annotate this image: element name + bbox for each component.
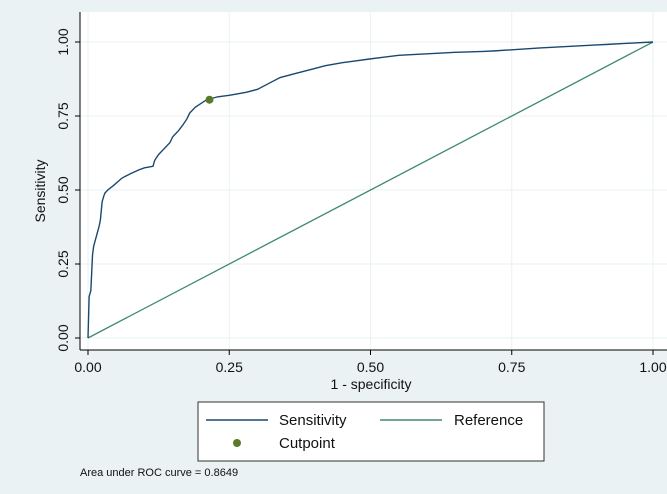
y-tick-label-3: 0.75 <box>55 102 71 129</box>
y-tick-label-4: 1.00 <box>55 28 71 55</box>
y-tick-label-2: 0.50 <box>55 176 71 203</box>
x-tick-label-1: 0.25 <box>216 359 243 375</box>
grid-lines <box>80 12 667 350</box>
legend-swatch-cutpoint <box>233 439 241 447</box>
cutpoint-marker-0 <box>205 95 214 104</box>
legend: Sensitivity Reference Cutpoint <box>197 401 545 462</box>
axes <box>75 12 667 355</box>
x-tick-label-3: 0.75 <box>498 359 525 375</box>
series-line-reference <box>87 41 654 339</box>
x-tick-label-2: 0.50 <box>357 359 384 375</box>
y-tick-label-1: 0.25 <box>55 250 71 277</box>
x-tick-label-0: 0.00 <box>74 359 101 375</box>
tick-labels: 0.00 0.25 0.50 0.75 1.00 0.00 0.25 0.50 0.75 1.00 <box>55 28 667 375</box>
series-line-sensitivity <box>87 41 654 339</box>
legend-label-cutpoint: Cutpoint <box>279 435 336 452</box>
y-tick-label-0: 0.00 <box>55 324 71 351</box>
x-tick-label-4: 1.00 <box>639 359 666 375</box>
series-layer <box>87 41 654 339</box>
x-axis-title: 1 - specificity <box>331 376 412 392</box>
y-axis-title: Sensitivity <box>32 159 48 222</box>
plot-area <box>80 12 667 350</box>
auc-annotation: Area under ROC curve = 0.8649 <box>80 467 238 479</box>
legend-label-sensitivity: Sensitivity <box>279 412 347 429</box>
legend-box <box>197 401 545 462</box>
legend-label-reference: Reference <box>454 412 523 429</box>
